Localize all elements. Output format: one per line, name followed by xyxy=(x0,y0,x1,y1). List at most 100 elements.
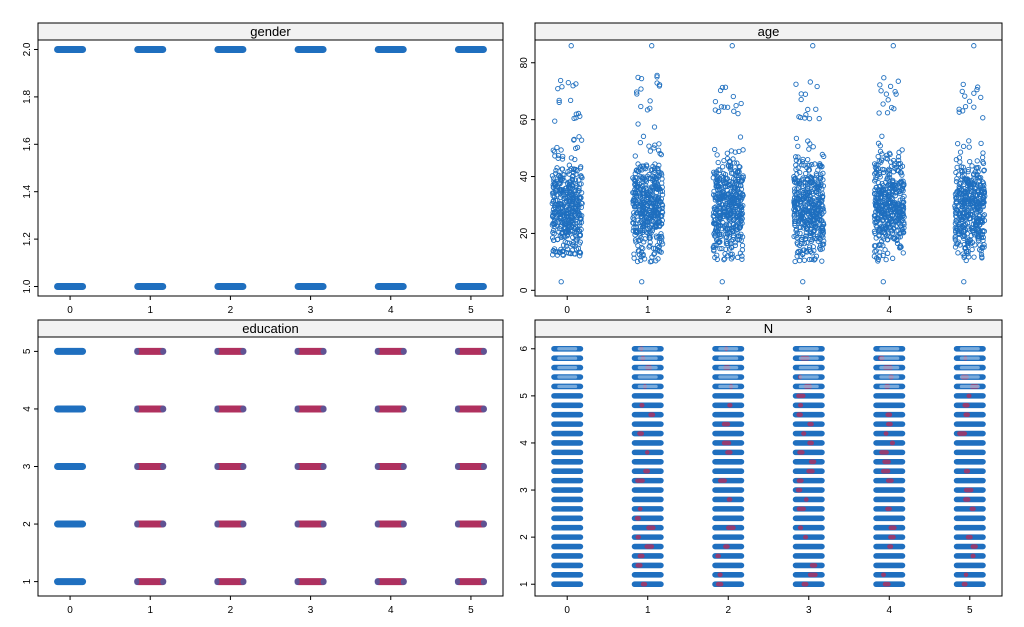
strip-title: age xyxy=(758,24,780,39)
point xyxy=(818,229,824,235)
point xyxy=(960,251,966,257)
point xyxy=(795,143,801,149)
point-overlap xyxy=(803,497,809,502)
point xyxy=(803,170,809,177)
point-overlap xyxy=(963,487,974,493)
point xyxy=(809,256,815,262)
point xyxy=(953,218,959,224)
strip-title: N xyxy=(764,321,773,336)
point xyxy=(721,104,727,110)
point xyxy=(737,134,744,140)
x-tick-label: 2 xyxy=(228,605,234,616)
point xyxy=(647,243,653,249)
point xyxy=(713,237,720,243)
point xyxy=(795,190,801,196)
point xyxy=(571,136,577,143)
point xyxy=(723,235,729,241)
x-tick-label: 4 xyxy=(886,305,892,313)
point xyxy=(977,207,983,213)
point xyxy=(792,222,798,228)
point xyxy=(975,84,981,90)
point-cluster xyxy=(873,572,906,578)
point xyxy=(555,86,561,92)
point-overlap xyxy=(883,431,889,436)
point-max xyxy=(971,43,977,49)
point xyxy=(886,203,893,209)
point-overlap xyxy=(400,520,407,528)
point xyxy=(962,197,968,203)
point xyxy=(718,226,724,232)
point xyxy=(557,77,564,84)
point-overlap xyxy=(795,487,803,493)
point-overlap xyxy=(726,525,736,531)
point-cluster xyxy=(374,347,407,355)
point-min xyxy=(800,279,806,285)
point-sparse xyxy=(637,366,658,370)
point xyxy=(561,191,567,198)
plot-area xyxy=(534,39,1003,297)
point xyxy=(803,183,809,189)
point xyxy=(973,221,979,228)
point xyxy=(806,146,812,152)
point-cluster xyxy=(953,524,986,531)
point xyxy=(567,97,574,104)
point xyxy=(973,165,979,171)
point xyxy=(726,225,733,231)
point xyxy=(976,216,983,223)
point xyxy=(877,82,883,88)
point xyxy=(719,84,726,91)
point xyxy=(722,180,728,187)
point-overlap xyxy=(801,581,809,587)
panel-n: N 0 1 2 3 4 5 1 2 3 4 5 6 xyxy=(512,313,1024,627)
point-cluster xyxy=(873,402,906,409)
point xyxy=(815,180,821,186)
point-overlap xyxy=(646,525,656,531)
point xyxy=(638,86,644,92)
point xyxy=(654,209,660,215)
point-cluster xyxy=(712,430,745,437)
point xyxy=(799,162,805,168)
point xyxy=(897,164,904,171)
point xyxy=(576,249,583,255)
point xyxy=(981,182,987,189)
point xyxy=(979,231,986,238)
point-cluster xyxy=(873,430,906,437)
point xyxy=(655,195,662,201)
point xyxy=(577,253,583,259)
point-cluster xyxy=(792,430,825,437)
point-overlap xyxy=(320,520,327,528)
point xyxy=(952,220,959,227)
point xyxy=(792,179,798,186)
point xyxy=(635,121,641,127)
point xyxy=(970,191,977,197)
n-points xyxy=(551,345,986,588)
point xyxy=(877,170,883,176)
point xyxy=(565,180,571,186)
point xyxy=(980,159,986,165)
point xyxy=(953,199,959,206)
y-tick-label: 1 xyxy=(519,581,530,587)
point xyxy=(557,173,564,180)
y-tick-label: 2 xyxy=(519,534,530,540)
point-cluster xyxy=(631,506,664,512)
point xyxy=(956,109,962,115)
point xyxy=(739,207,745,213)
point-cluster xyxy=(454,520,487,528)
x-tick-label: 2 xyxy=(228,305,234,313)
point xyxy=(655,174,662,180)
point-overlap xyxy=(320,578,327,586)
point xyxy=(631,251,637,257)
point-overlap xyxy=(807,440,815,446)
point xyxy=(894,228,900,234)
point-cluster xyxy=(792,553,825,559)
point-max xyxy=(568,43,574,49)
point xyxy=(638,249,644,256)
point-overlap xyxy=(454,405,460,413)
point xyxy=(562,229,569,236)
point xyxy=(966,144,972,150)
point-overlap xyxy=(962,402,970,408)
point xyxy=(550,175,557,181)
point xyxy=(559,230,565,236)
point-overlap xyxy=(160,463,167,470)
point xyxy=(816,245,823,251)
